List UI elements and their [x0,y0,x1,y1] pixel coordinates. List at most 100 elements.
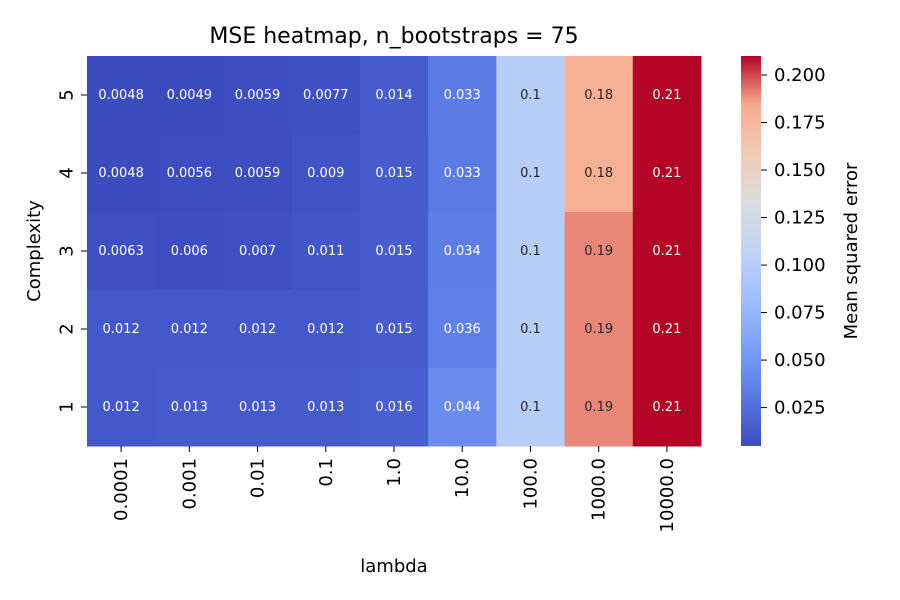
x-tick-label: 1.0 [384,458,405,487]
cell-value-label: 0.19 [584,244,613,259]
heatmap-cell [496,56,566,135]
colorbar-tick-label: 0.125 [774,208,826,229]
heatmap-cell [87,290,156,369]
cell-value-label: 0.014 [375,88,412,103]
heatmap-cell [564,212,634,291]
colorbar-ticks: 0.025 0.050 0.075 0.100 0.125 0.150 0.175 0.200 [761,65,826,419]
cell-value-label: 0.012 [103,400,140,415]
heatmap-cell [428,290,497,369]
heatmap-cell [291,134,361,213]
cell-value-label: 0.012 [239,322,276,337]
colorbar-tick-label: 0.175 [774,113,826,134]
colorbar-tick-label: 0.150 [774,160,826,181]
cell-value-label: 0.21 [652,88,681,103]
cell-value-label: 0.033 [444,88,481,103]
cell-value-label: 0.007 [239,244,276,259]
cell-value-label: 0.009 [307,166,344,181]
x-tick-label: 0.1 [316,458,337,487]
cell-value-label: 0.0059 [235,88,281,103]
cell-value-label: 0.1 [520,244,541,259]
cell-value-label: 0.0048 [98,166,144,181]
heatmap-cell [564,134,634,213]
colorbar-tick-label: 0.075 [774,303,826,324]
heatmap-cell [496,290,566,369]
heatmap-cell [155,290,224,369]
cell-value-label: 0.1 [520,166,541,181]
colorbar-tick-label: 0.050 [774,350,826,371]
x-tick-label: 10.0 [452,458,473,498]
heatmap-cell [87,368,156,447]
heatmap-cell [496,368,566,447]
heatmap-cell [291,290,361,369]
cell-value-label: 0.0048 [98,88,144,103]
cell-value-label: 0.1 [520,400,541,415]
x-tick-label: 1000.0 [589,458,610,521]
heatmap-cell [632,56,702,135]
heatmap-cell [223,212,293,291]
cell-value-label: 0.034 [444,244,481,259]
heatmap-cell [564,56,634,135]
heatmap-cell [87,212,156,291]
chart-title: MSE heatmap, n_bootstraps = 75 [209,24,578,49]
cell-value-label: 0.19 [584,322,613,337]
heatmap-cell [632,212,702,291]
cell-value-label: 0.016 [375,400,412,415]
heatmap-cell [428,212,497,291]
cell-value-label: 0.0056 [167,166,213,181]
colorbar-tick-label: 0.100 [774,255,826,276]
heatmap-cell-labels: 0.0048 0.0049 0.0059 0.0077 0.014 0.033 0.1 0.1… [98,88,681,415]
cell-value-label: 0.1 [520,88,541,103]
heatmap-cell [291,56,361,135]
heatmap-cell [564,368,634,447]
y-axis-label: Complexity [24,200,45,302]
cell-value-label: 0.0077 [303,88,349,103]
y-axis-ticks: 5 4 3 2 1 [57,89,87,413]
cell-value-label: 0.013 [307,400,344,415]
heatmap-cell [632,368,702,447]
cell-value-label: 0.036 [444,322,481,337]
cell-value-label: 0.18 [584,88,613,103]
heatmap-cell [223,134,293,213]
heatmap-cell [359,290,429,369]
cell-value-label: 0.21 [652,166,681,181]
x-tick-label: 0.01 [248,458,269,498]
cell-value-label: 0.013 [171,400,208,415]
x-tick-label: 10000.0 [657,458,678,532]
cell-value-label: 0.006 [171,244,208,259]
heatmap-cell [223,368,293,447]
cell-value-label: 0.19 [584,400,613,415]
heatmap-cell [632,134,702,213]
cell-value-label: 0.0059 [235,166,281,181]
heatmap-cell [496,134,566,213]
y-tick-label: 1 [57,401,78,412]
cell-value-label: 0.015 [375,322,412,337]
cell-value-label: 0.21 [652,400,681,415]
x-tick-label: 0.001 [179,458,200,510]
cell-value-label: 0.044 [444,400,481,415]
cell-value-label: 0.1 [520,322,541,337]
heatmap-cell [428,368,497,447]
heatmap-cell [291,368,361,447]
cell-value-label: 0.21 [652,244,681,259]
y-tick-label: 5 [57,89,78,100]
cell-value-label: 0.012 [307,322,344,337]
colorbar-tick-label: 0.200 [774,65,826,86]
colorbar-label: Mean squared error [841,162,862,339]
heatmap-cell [359,212,429,291]
heatmap-cell [155,368,224,447]
x-tick-label: 100.0 [520,458,541,510]
x-axis-ticks: 0.0001 0.001 0.01 0.1 1.0 10.0 100.0 1000.0 1000… [111,446,678,532]
cell-value-label: 0.18 [584,166,613,181]
x-axis-label: lambda [360,556,427,577]
heatmap-cell [87,56,156,135]
heatmap-cell [223,290,293,369]
cell-value-label: 0.033 [444,166,481,181]
heatmap-cells [87,56,702,447]
cell-value-label: 0.011 [307,244,344,259]
cell-value-label: 0.012 [171,322,208,337]
cell-value-label: 0.012 [103,322,140,337]
y-tick-label: 4 [57,167,78,178]
cell-value-label: 0.21 [652,322,681,337]
heatmap-cell [155,212,224,291]
